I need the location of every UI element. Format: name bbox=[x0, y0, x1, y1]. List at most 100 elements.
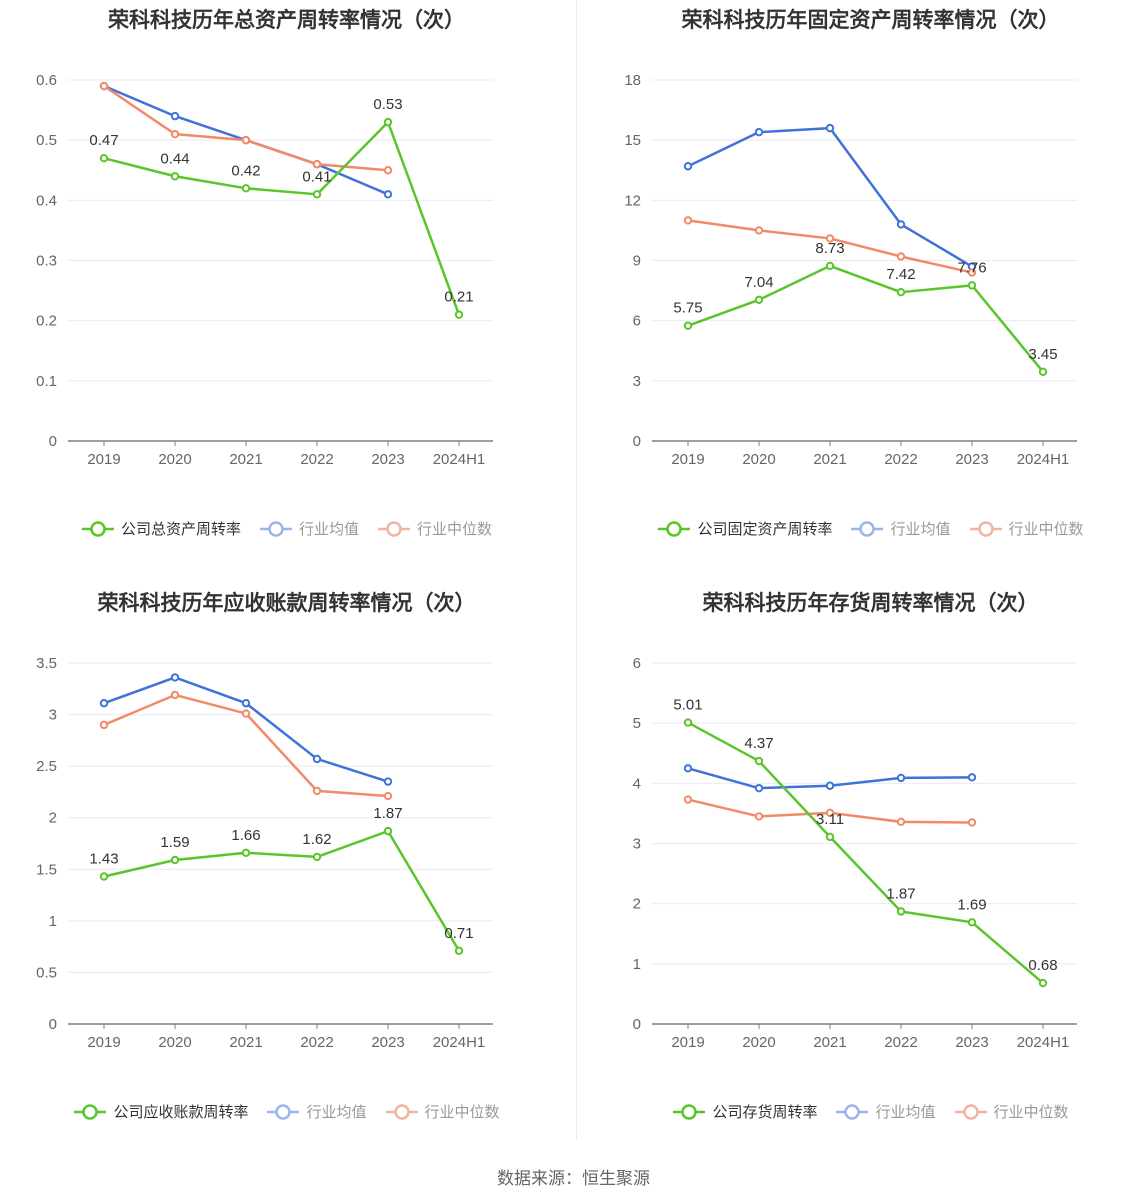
y-tick-label: 0 bbox=[633, 433, 641, 450]
data-point[interactable] bbox=[383, 826, 393, 836]
legend-item-company-series[interactable]: 公司存货周转率 bbox=[672, 1101, 817, 1122]
data-point[interactable] bbox=[896, 252, 906, 261]
legend-item-industry-median-series[interactable]: 行业中位数 bbox=[385, 1101, 500, 1122]
data-point[interactable] bbox=[170, 690, 180, 700]
data-point[interactable] bbox=[454, 310, 464, 319]
data-point[interactable] bbox=[241, 709, 251, 718]
data-point[interactable] bbox=[241, 135, 251, 145]
data-point[interactable] bbox=[1038, 367, 1048, 377]
receivable-turnover-panel: 0 0.5 1 1.5 2 2.5 3 3.5 2019 2020 2021 2022 2023 2024… bbox=[0, 583, 573, 1163]
y-tick-label: 3 bbox=[633, 836, 641, 853]
data-point[interactable] bbox=[683, 321, 693, 330]
data-point[interactable] bbox=[683, 162, 693, 171]
industry-median-series bbox=[99, 81, 393, 175]
x-tick-label: 2019 bbox=[671, 1034, 704, 1051]
chart-legend: 公司固定资产周转率 行业均值 行业中位数 bbox=[584, 518, 1147, 539]
data-point[interactable] bbox=[825, 781, 835, 790]
industry-avg-series bbox=[683, 123, 977, 271]
data-point[interactable] bbox=[896, 773, 906, 783]
data-point[interactable] bbox=[383, 777, 393, 786]
data-point[interactable] bbox=[825, 234, 835, 243]
legend-label: 行业中位数 bbox=[424, 1104, 500, 1121]
data-point[interactable] bbox=[312, 852, 322, 862]
data-point[interactable] bbox=[754, 783, 764, 793]
data-point[interactable] bbox=[825, 832, 835, 842]
data-point[interactable] bbox=[99, 81, 109, 91]
chart-title: 荣科科技历年固定资产周转率情况（次） bbox=[681, 9, 1060, 32]
data-label: 7.04 bbox=[744, 274, 773, 291]
data-point[interactable] bbox=[383, 190, 393, 199]
data-point[interactable] bbox=[754, 756, 764, 766]
data-point[interactable] bbox=[683, 795, 693, 804]
line-chart: 0 3 6 9 12 15 18 2019 2020 2021 2022 2023 2024H1 5.75… bbox=[624, 72, 1077, 468]
data-point[interactable] bbox=[241, 848, 251, 857]
data-point[interactable] bbox=[896, 817, 906, 827]
legend-item-company-series[interactable]: 公司总资产周转率 bbox=[81, 518, 241, 539]
data-point[interactable] bbox=[896, 907, 906, 916]
data-point[interactable] bbox=[170, 129, 180, 139]
data-point[interactable] bbox=[754, 226, 764, 235]
industry-median-series bbox=[683, 795, 977, 827]
legend-item-industry-avg-series[interactable]: 行业均值 bbox=[835, 1101, 936, 1122]
data-point[interactable] bbox=[99, 872, 109, 881]
y-tick-label: 0 bbox=[49, 433, 57, 450]
data-point[interactable] bbox=[825, 123, 835, 133]
x-tick-label: 2023 bbox=[955, 1034, 988, 1051]
data-point[interactable] bbox=[312, 754, 322, 764]
data-point[interactable] bbox=[383, 791, 393, 801]
data-point[interactable] bbox=[896, 287, 906, 297]
data-point[interactable] bbox=[312, 190, 322, 199]
legend-item-company-series[interactable]: 公司固定资产周转率 bbox=[657, 518, 832, 539]
data-point[interactable] bbox=[825, 261, 835, 271]
data-point[interactable] bbox=[99, 154, 109, 163]
legend-item-industry-median-series[interactable]: 行业中位数 bbox=[377, 518, 492, 539]
legend-item-industry-avg-series[interactable]: 行业均值 bbox=[266, 1101, 367, 1122]
legend-label: 行业中位数 bbox=[417, 521, 493, 538]
data-point[interactable] bbox=[683, 216, 693, 225]
fixed-asset-turnover-panel: 0 3 6 9 12 15 18 2019 2020 2021 2022 2023 2024H1 5.75… bbox=[584, 0, 1147, 580]
data-point[interactable] bbox=[170, 172, 180, 181]
data-label: 7.76 bbox=[957, 259, 986, 276]
industry-avg-series bbox=[683, 764, 977, 793]
data-point[interactable] bbox=[754, 812, 764, 821]
data-point[interactable] bbox=[312, 786, 322, 796]
legend-item-industry-avg-series[interactable]: 行业均值 bbox=[259, 518, 359, 539]
x-tick-label: 2021 bbox=[229, 451, 262, 468]
data-point[interactable] bbox=[683, 718, 693, 727]
data-point[interactable] bbox=[754, 127, 764, 137]
data-point[interactable] bbox=[170, 855, 180, 865]
data-point[interactable] bbox=[825, 808, 835, 818]
data-point[interactable] bbox=[99, 720, 109, 730]
data-point[interactable] bbox=[454, 946, 464, 955]
data-label: 1.69 bbox=[957, 896, 986, 913]
x-tick-label: 2023 bbox=[371, 451, 404, 468]
y-tick-label: 1.5 bbox=[36, 861, 57, 878]
data-point[interactable] bbox=[241, 699, 251, 708]
data-point[interactable] bbox=[170, 111, 180, 121]
data-point[interactable] bbox=[312, 160, 322, 169]
company-series: 0.47 0.44 0.42 0.41 0.53 0.21 bbox=[89, 96, 474, 319]
legend-item-industry-avg-series[interactable]: 行业均值 bbox=[850, 518, 951, 539]
legend-line-circle-icon bbox=[836, 1103, 869, 1120]
data-point[interactable] bbox=[383, 117, 393, 127]
data-point[interactable] bbox=[170, 673, 180, 682]
data-point[interactable] bbox=[383, 166, 393, 175]
data-point[interactable] bbox=[967, 773, 977, 782]
legend-item-industry-median-series[interactable]: 行业中位数 bbox=[969, 518, 1084, 539]
data-point[interactable] bbox=[967, 818, 977, 827]
data-point[interactable] bbox=[754, 295, 764, 305]
data-point[interactable] bbox=[896, 220, 906, 229]
data-point[interactable] bbox=[683, 764, 693, 773]
data-point[interactable] bbox=[99, 699, 109, 708]
x-tick-label: 2020 bbox=[742, 451, 775, 468]
data-point[interactable] bbox=[967, 268, 977, 277]
y-tick-label: 0.6 bbox=[36, 72, 57, 89]
legend-item-industry-median-series[interactable]: 行业中位数 bbox=[954, 1101, 1069, 1122]
data-point[interactable] bbox=[1038, 978, 1048, 988]
x-tick-label: 2021 bbox=[813, 451, 846, 468]
data-point[interactable] bbox=[967, 918, 977, 927]
data-point[interactable] bbox=[241, 184, 251, 193]
legend-item-company-series[interactable]: 公司应收账款周转率 bbox=[73, 1101, 248, 1122]
data-point[interactable] bbox=[967, 281, 977, 290]
chart-title: 荣科科技历年总资产周转率情况（次） bbox=[108, 9, 465, 32]
